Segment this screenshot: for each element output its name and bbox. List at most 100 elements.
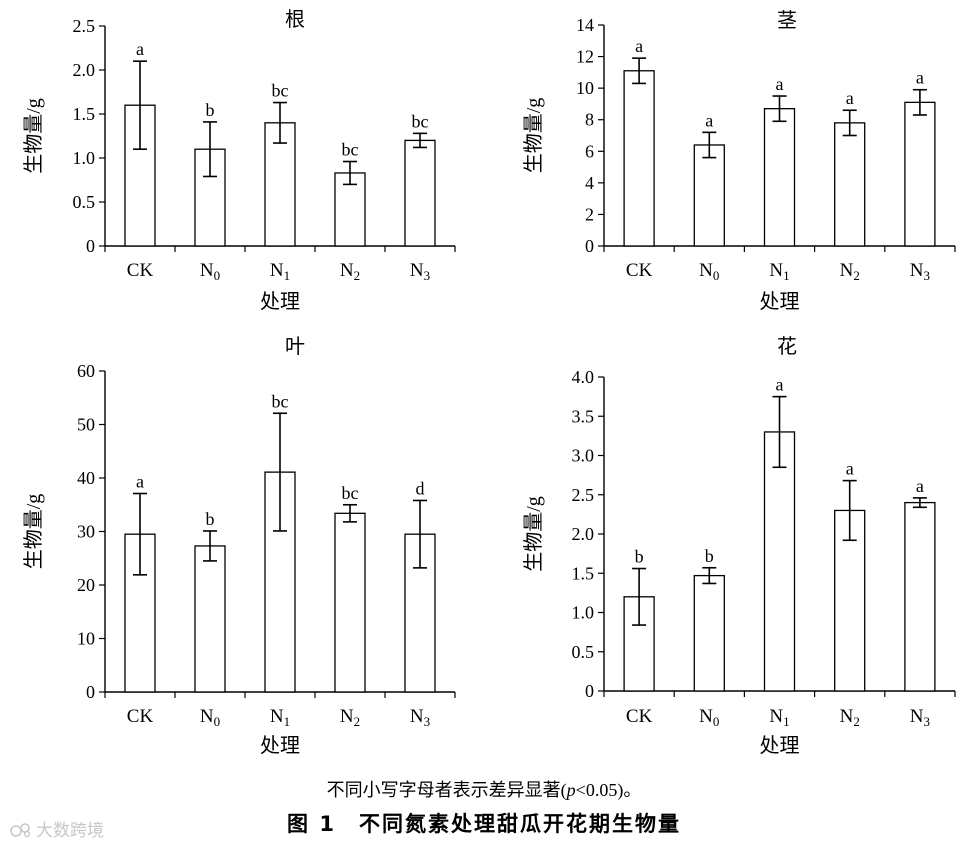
significance-letter: bc [412, 111, 429, 131]
chart-title: 花 [777, 335, 797, 358]
significance-letter: bc [342, 483, 359, 503]
x-tick-label: N3 [410, 260, 430, 283]
y-axis-label: 生物量/g [522, 98, 545, 174]
x-axis-label: 处理 [260, 734, 300, 757]
significance-letter: a [635, 36, 643, 56]
x-axis-label: 处理 [760, 290, 800, 313]
chart-title: 叶 [285, 335, 305, 358]
y-tick-label: 10 [77, 629, 95, 649]
y-tick-label: 1.5 [572, 563, 595, 583]
significance-letter: b [206, 509, 215, 529]
x-tick-label: N1 [270, 706, 290, 729]
y-tick-label: 0.5 [73, 192, 96, 212]
y-tick-label: 0 [86, 682, 95, 702]
y-tick-label: 1.0 [572, 603, 595, 623]
y-tick-label: 60 [77, 361, 95, 381]
significance-letter: a [916, 68, 924, 88]
chart-title: 根 [285, 8, 305, 31]
y-tick-label: 2 [585, 204, 594, 224]
bar [623, 70, 655, 247]
x-tick-label: N1 [769, 706, 789, 729]
bar [194, 545, 226, 693]
y-tick-label: 0.5 [572, 642, 595, 662]
significance-letter: d [416, 478, 425, 498]
bar [763, 431, 796, 692]
bar [194, 148, 226, 247]
bar [904, 501, 936, 692]
significance-letter: a [136, 472, 144, 492]
bar [334, 512, 366, 693]
x-tick-label: N0 [200, 706, 220, 729]
significance-letter: a [846, 459, 854, 479]
significance-letter: a [916, 476, 924, 496]
bar [904, 101, 936, 247]
y-tick-label: 0 [585, 681, 594, 701]
y-tick-label: 6 [585, 141, 594, 161]
significance-letter: bc [272, 81, 289, 101]
x-tick-label: N2 [840, 706, 860, 729]
y-tick-label: 40 [77, 468, 95, 488]
bar [404, 139, 436, 247]
x-tick-label: N3 [910, 260, 930, 283]
watermark-logo-icon [10, 823, 31, 838]
x-axis-label: 处理 [760, 734, 800, 757]
y-axis-label: 生物量/g [22, 98, 45, 174]
x-tick-label: CK [626, 260, 653, 281]
bar [693, 574, 725, 692]
x-tick-label: N1 [270, 260, 290, 283]
y-tick-label: 2.5 [572, 485, 595, 505]
figure-title: 图 1 不同氮素处理甜瓜开花期生物量 [287, 812, 681, 836]
significance-letter: b [705, 546, 714, 566]
x-tick-label: CK [626, 706, 653, 727]
y-tick-label: 50 [77, 415, 95, 435]
y-tick-label: 2.5 [73, 16, 96, 36]
watermark: 大数跨境 [10, 816, 104, 841]
significance-letter: bc [342, 140, 359, 160]
y-tick-label: 3.0 [572, 446, 595, 466]
significance-letter: a [776, 375, 784, 395]
y-tick-label: 2.0 [572, 524, 595, 544]
chart-panel-4: 0 0.5 1.0 1.5 2.0 2.5 3.0 3.5 4.0 b CK b N0 a N1 a N2 a N3… [522, 335, 956, 757]
significance-letter: b [206, 100, 215, 120]
x-tick-label: N2 [840, 260, 860, 283]
y-tick-label: 20 [77, 575, 95, 595]
y-tick-label: 8 [585, 110, 594, 130]
y-tick-label: 4.0 [572, 367, 595, 387]
bar [834, 122, 866, 247]
y-tick-label: 0 [585, 236, 594, 256]
significance-letter: a [776, 74, 784, 94]
y-tick-label: 0 [86, 236, 95, 256]
x-tick-label: N2 [340, 706, 360, 729]
significance-letter: bc [272, 391, 289, 411]
y-tick-label: 12 [576, 47, 594, 67]
significance-letter: a [136, 39, 144, 59]
x-tick-label: N0 [200, 260, 220, 283]
significance-note: 不同小写字母者表示差异显著(p<0.05)。 [326, 780, 642, 800]
bar [763, 108, 796, 247]
significance-letter: a [846, 88, 854, 108]
y-axis-label: 生物量/g [522, 496, 545, 572]
x-tick-label: N3 [910, 706, 930, 729]
bar [124, 104, 156, 247]
y-tick-label: 3.5 [572, 406, 595, 426]
y-tick-label: 1.5 [73, 104, 96, 124]
x-tick-label: N1 [769, 260, 789, 283]
y-tick-label: 2.0 [73, 60, 96, 80]
y-tick-label: 30 [77, 522, 95, 542]
x-tick-label: N3 [410, 706, 430, 729]
chart-title: 茎 [777, 9, 797, 32]
x-tick-label: N0 [699, 706, 719, 729]
y-tick-label: 4 [585, 173, 594, 193]
y-axis-label: 生物量/g [22, 494, 45, 570]
x-tick-label: CK [127, 706, 154, 727]
y-tick-label: 1.0 [73, 148, 96, 168]
significance-letter: a [705, 110, 713, 130]
x-tick-label: N0 [699, 260, 719, 283]
significance-letter: b [635, 547, 644, 567]
y-tick-label: 14 [576, 15, 594, 35]
x-axis-label: 处理 [260, 290, 300, 313]
bar [693, 144, 725, 247]
